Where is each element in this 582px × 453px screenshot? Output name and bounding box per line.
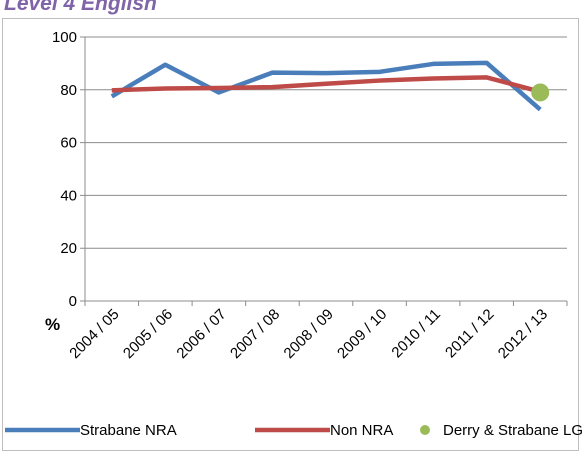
legend-label: Strabane NRA <box>80 422 177 439</box>
x-tick-label: 2011 / 12 <box>442 306 497 361</box>
y-tick-label: 40 <box>60 187 77 204</box>
point <box>531 83 550 102</box>
y-tick-label: 80 <box>60 82 77 99</box>
x-tick-label: 2010 / 11 <box>388 306 443 361</box>
x-tick-label: 2006 / 07 <box>173 306 229 362</box>
y-tick-label: 0 <box>69 293 77 310</box>
x-tick-label: 2005 / 06 <box>120 306 176 362</box>
x-tick-label: 2004 / 05 <box>66 306 122 362</box>
x-tick-label: 2009 / 10 <box>334 306 390 362</box>
y-tick-label: 100 <box>52 29 77 46</box>
y-axis-label: % <box>45 315 60 334</box>
legend-symbol <box>420 425 430 435</box>
x-tick-label: 2007 / 08 <box>227 306 283 362</box>
line-series <box>110 60 542 112</box>
legend-label: Non NRA <box>330 422 393 439</box>
chart-title: Level 4 English <box>4 0 157 15</box>
x-tick-label: 2012 / 13 <box>495 306 551 362</box>
y-tick-label: 20 <box>60 240 77 257</box>
x-tick-label: 2008 / 09 <box>281 306 337 362</box>
y-tick-label: 60 <box>60 135 77 152</box>
legend-label: Derry & Strabane LGD <box>443 422 582 439</box>
chart-frame <box>2 18 579 451</box>
line-series <box>111 75 541 94</box>
